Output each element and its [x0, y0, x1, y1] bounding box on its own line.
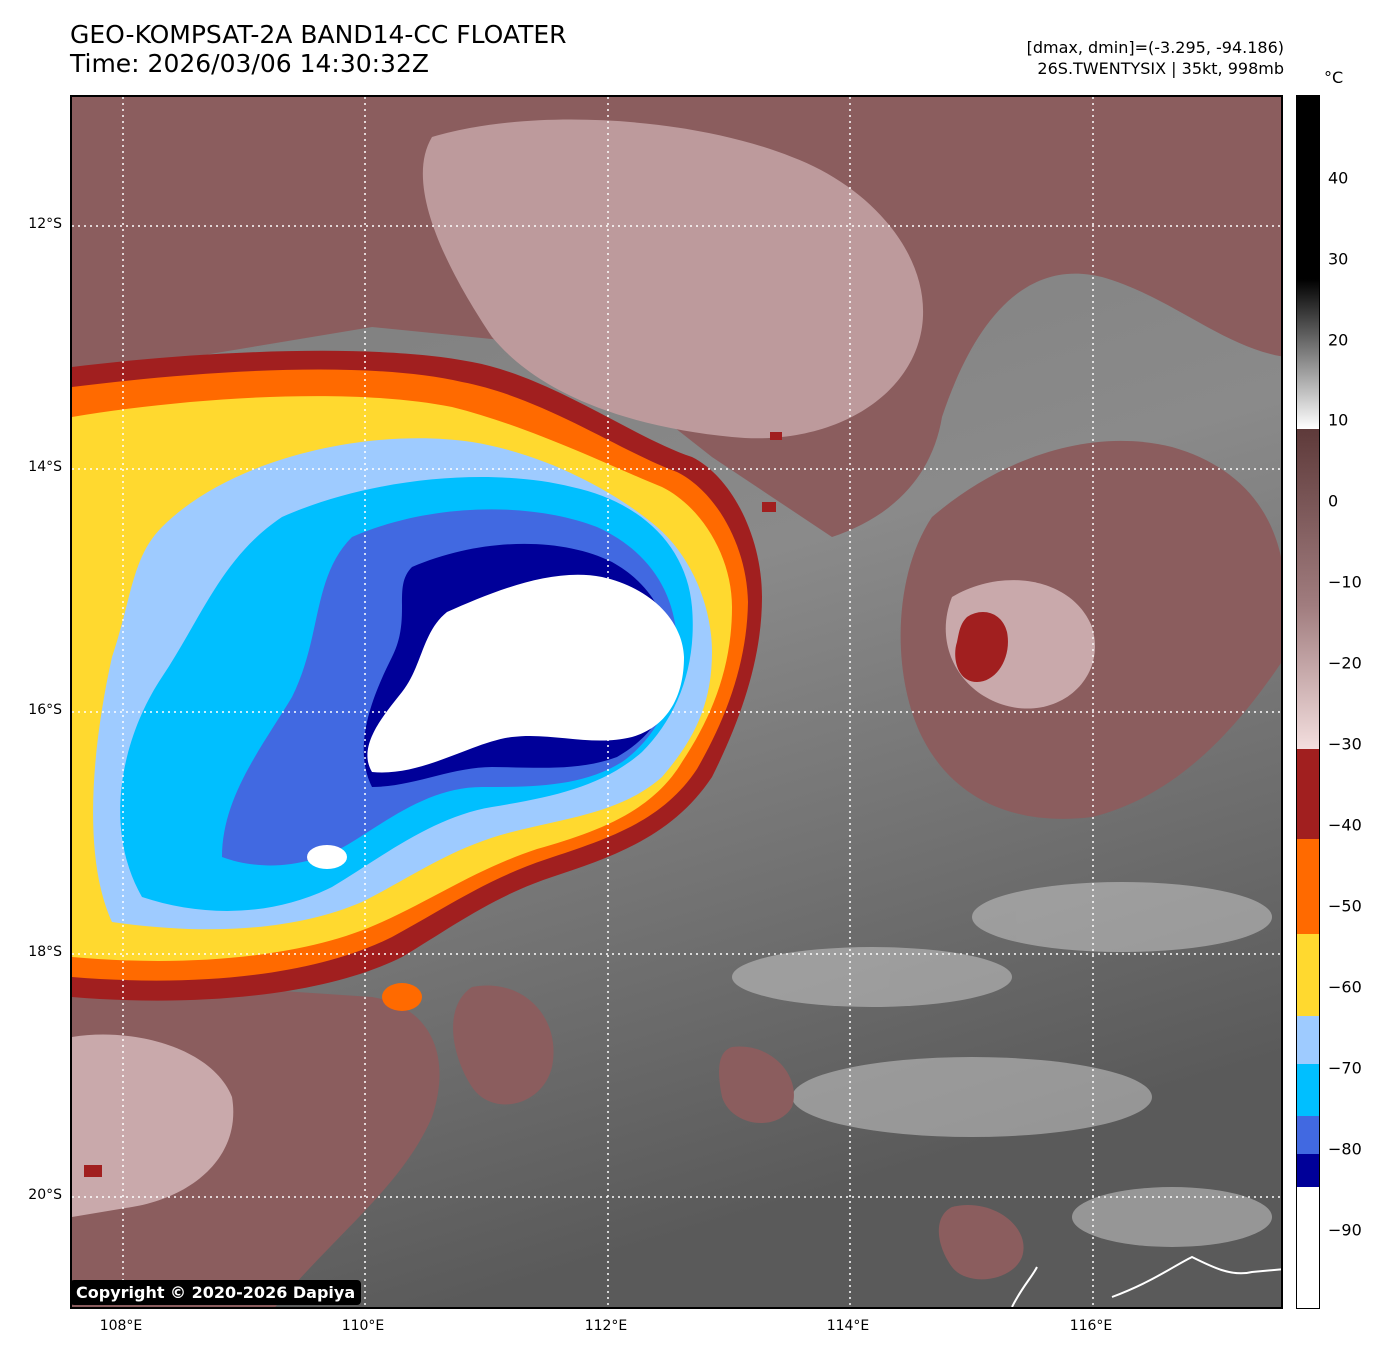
- lat-label-16s: 16°S: [28, 702, 62, 718]
- colorbar-mauve-segment: [1297, 429, 1319, 749]
- lon-label-112e: 112°E: [584, 1318, 628, 1334]
- lat-label-12s: 12°S: [28, 216, 62, 232]
- title-line-1: GEO-KOMPSAT-2A BAND14-CC FLOATER: [70, 20, 567, 49]
- lon-label-116e: 116°E: [1069, 1318, 1113, 1334]
- lon-label-114e: 114°E: [826, 1318, 870, 1334]
- lon-label-110e: 110°E: [341, 1318, 385, 1334]
- colorbar-tick: −40: [1328, 815, 1362, 835]
- colorbar-orange-segment: [1297, 839, 1319, 934]
- colorbar-yellow-segment: [1297, 934, 1319, 1016]
- satellite-map: [70, 95, 1283, 1309]
- colorbar-grey-segment: [1297, 96, 1319, 429]
- figure-title: GEO-KOMPSAT-2A BAND14-CC FLOATER Time: 2…: [70, 20, 567, 78]
- isolated-convection: [84, 432, 1008, 1177]
- lat-label-18s: 18°S: [28, 944, 62, 960]
- mid-level-cloud: [72, 97, 1281, 1307]
- graticule: [72, 97, 1281, 1307]
- colorbar-unit: °C: [1324, 68, 1344, 87]
- colorbar-navy-segment: [1297, 1154, 1319, 1187]
- colorbar-tick: 30: [1328, 249, 1349, 269]
- dmax-dmin-readout: [dmax, dmin]=(-3.295, -94.186): [1026, 38, 1284, 57]
- colorbar-red-segment: [1297, 749, 1319, 839]
- lat-label-20s: 20°S: [28, 1187, 62, 1203]
- convective-cloud-shield: [72, 350, 762, 1011]
- colorbar-cyan-segment: [1297, 1064, 1319, 1116]
- colorbar: [1296, 95, 1320, 1309]
- colorbar-tick: −20: [1328, 653, 1362, 673]
- colorbar-tick: −30: [1328, 734, 1362, 754]
- colorbar-tick: −10: [1328, 572, 1362, 592]
- colorbar-tick: −50: [1328, 896, 1362, 916]
- storm-id-intensity: 26S.TWENTYSIX | 35kt, 998mb: [1037, 59, 1284, 78]
- copyright-badge: Copyright © 2020-2026 Dapiya: [70, 1280, 362, 1305]
- colorbar-tick: −80: [1328, 1139, 1362, 1159]
- storm-info: [dmax, dmin]=(-3.295, -94.186) 26S.TWENT…: [1027, 37, 1284, 79]
- title-line-2: Time: 2026/03/06 14:30:32Z: [70, 49, 429, 78]
- lon-label-108e: 108°E: [99, 1318, 143, 1334]
- colorbar-tick: 0: [1328, 491, 1339, 511]
- colorbar-scale: [1297, 96, 1319, 1308]
- colorbar-white-segment: [1297, 1187, 1319, 1308]
- colorbar-tick: 20: [1328, 330, 1349, 350]
- colorbar-tick: 10: [1328, 410, 1349, 430]
- coastline-segment: [1011, 1266, 1038, 1307]
- colorbar-tick: −70: [1328, 1058, 1362, 1078]
- lat-label-14s: 14°S: [28, 459, 62, 475]
- colorbar-royalblue-segment: [1297, 1116, 1319, 1154]
- coastline: [1111, 1255, 1281, 1298]
- colorbar-tick: 40: [1328, 168, 1349, 188]
- colorbar-tick: −90: [1328, 1220, 1362, 1240]
- colorbar-lightblue-segment: [1297, 1016, 1319, 1064]
- colorbar-tick: −60: [1328, 977, 1362, 997]
- ir-imagery: [72, 97, 1281, 1307]
